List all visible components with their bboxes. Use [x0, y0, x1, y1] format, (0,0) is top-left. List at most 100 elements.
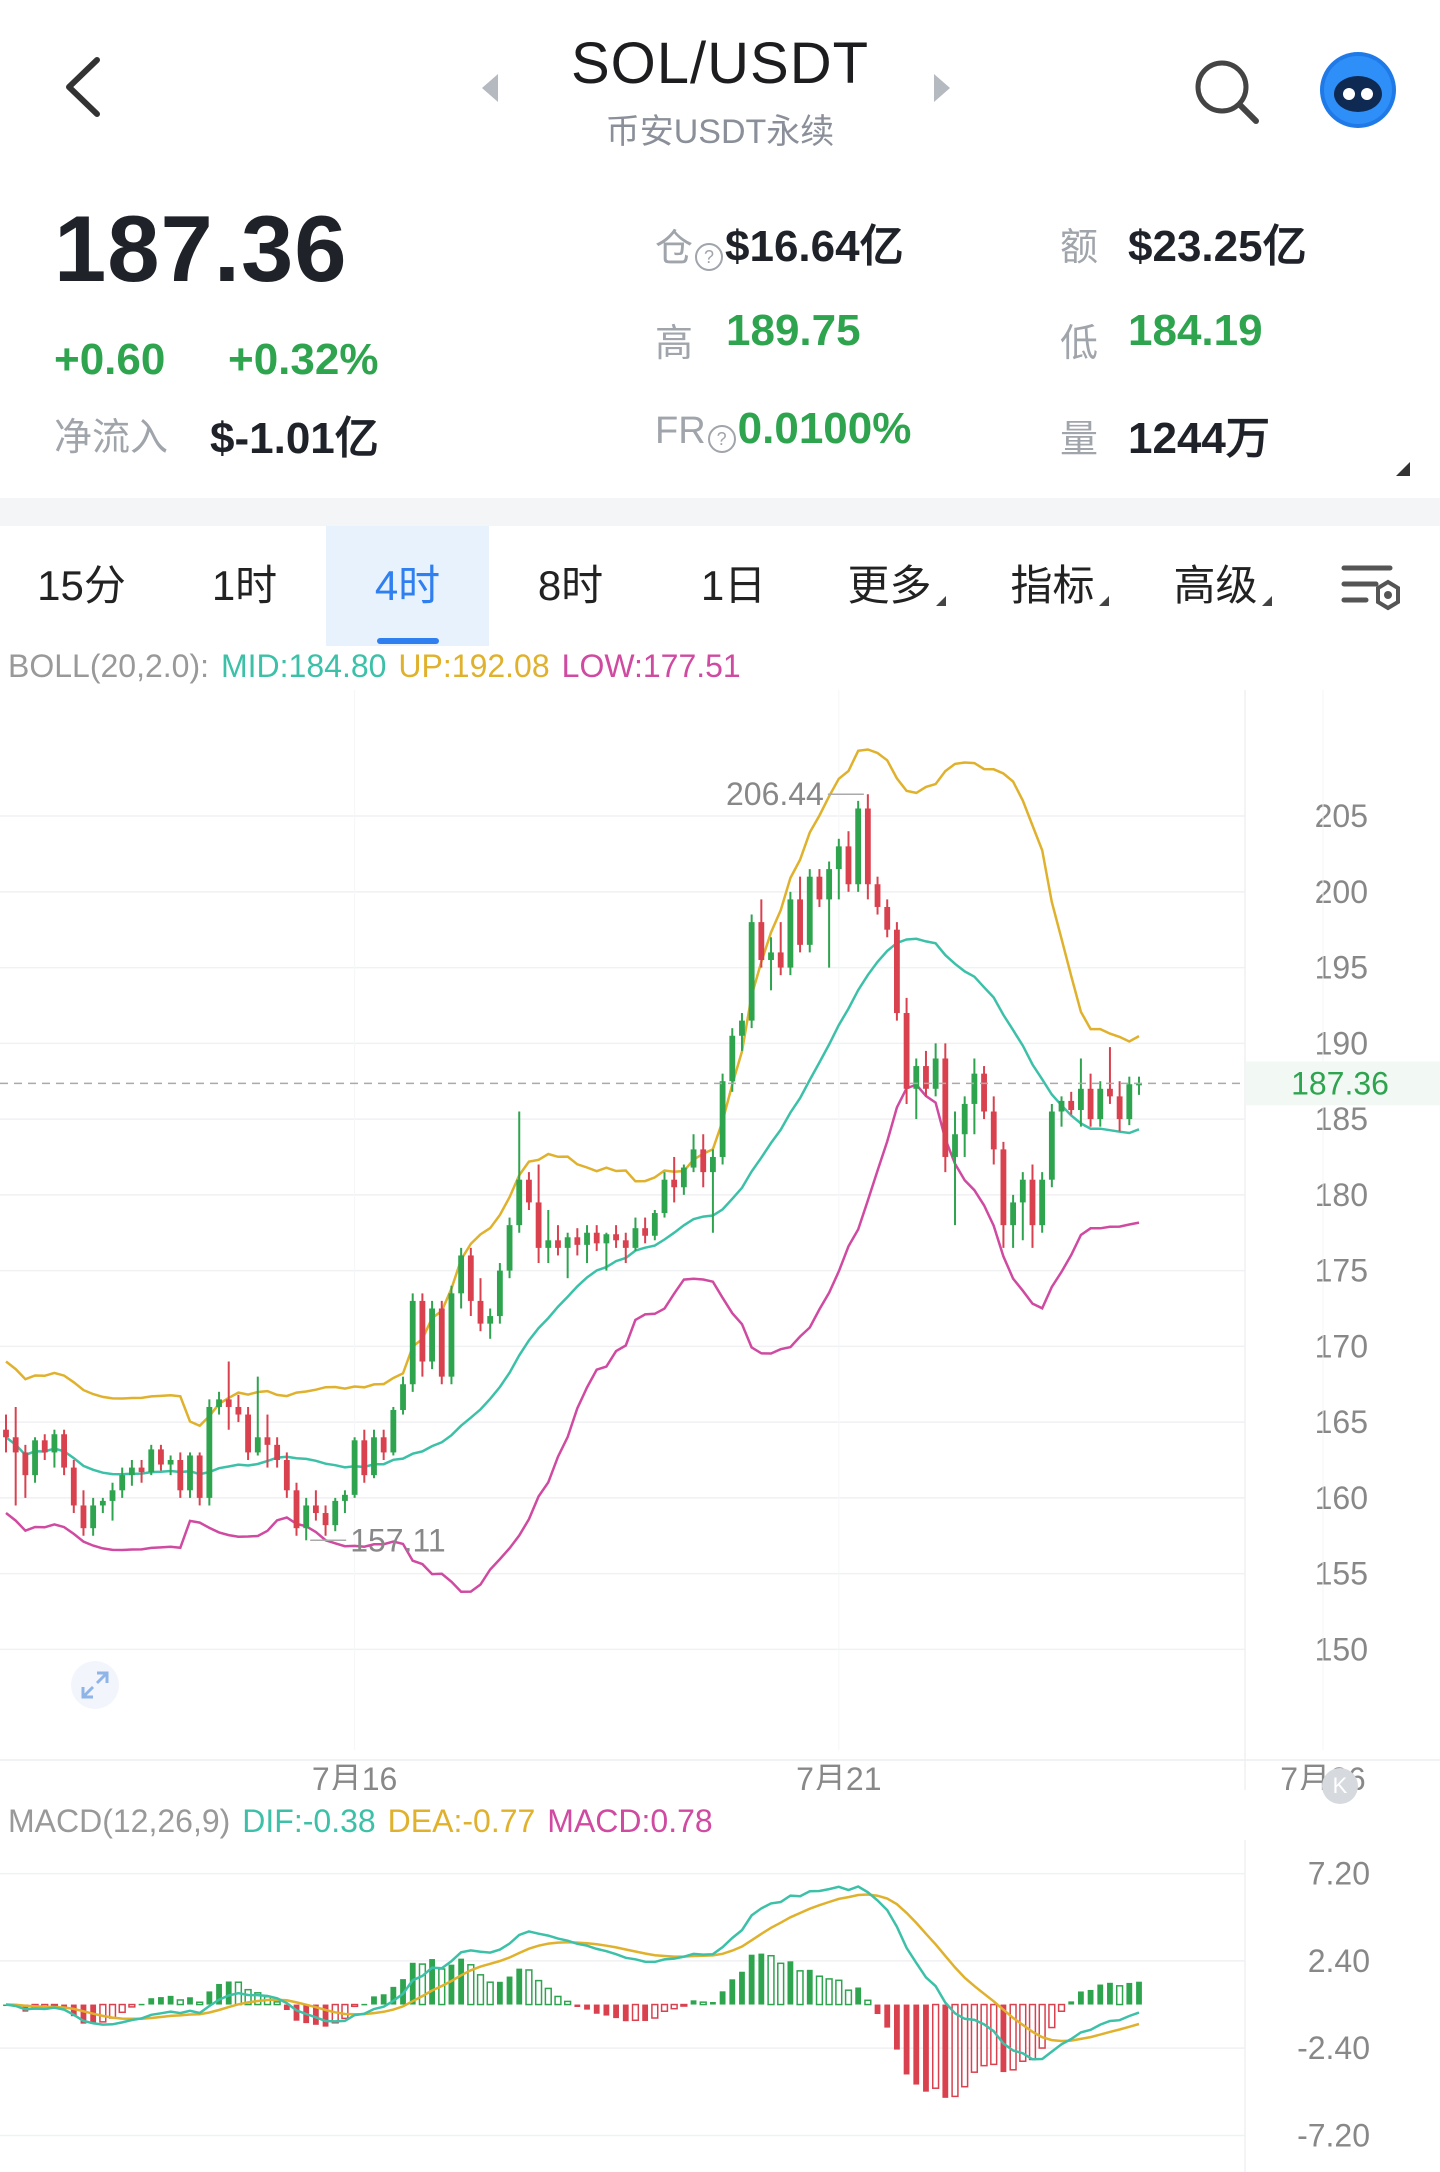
- candle: [584, 1225, 590, 1264]
- macd-histogram-bar: [825, 1978, 833, 2006]
- chevron-left-icon[interactable]: [55, 52, 115, 122]
- candle: [1068, 1091, 1075, 1115]
- candle: [109, 1482, 116, 1521]
- macd-histogram-bar: [593, 2004, 600, 2014]
- candle: [303, 1497, 310, 1541]
- candle-body: [167, 1460, 174, 1465]
- dropdown-icon: [1098, 596, 1109, 606]
- candle: [1039, 1172, 1046, 1233]
- candle-body: [535, 1202, 542, 1248]
- macd-histogram-bar: [1107, 1982, 1113, 2005]
- candle: [429, 1300, 435, 1370]
- macd-dif-line: [5, 1885, 1140, 2061]
- candle-body: [400, 1384, 406, 1410]
- macd-histogram-bar: [467, 1964, 475, 2006]
- candle: [458, 1247, 465, 1309]
- candle: [1029, 1164, 1036, 1248]
- macd-histogram-bar: [525, 1969, 533, 2006]
- triangle-left-icon[interactable]: [478, 70, 502, 106]
- candle: [651, 1210, 658, 1241]
- candle-body: [680, 1167, 687, 1188]
- expand-arrows-icon[interactable]: [70, 1660, 120, 1710]
- macd-histogram-bar: [380, 1994, 387, 2005]
- candle-body: [99, 1500, 106, 1506]
- y-tick-label: 165: [1315, 1404, 1368, 1440]
- candle-body: [564, 1237, 571, 1248]
- search-icon[interactable]: [1190, 55, 1262, 127]
- boll-low: LOW:177.51: [561, 648, 741, 684]
- candle-body: [138, 1467, 145, 1473]
- robot-avatar-icon[interactable]: [1318, 50, 1398, 130]
- triangle-right-icon[interactable]: [930, 70, 954, 106]
- candle: [845, 831, 852, 892]
- macd-histogram-bar: [787, 1961, 794, 2005]
- candle-body: [109, 1490, 116, 1501]
- candle: [661, 1172, 668, 1218]
- current-price-tag: [1246, 1061, 1440, 1106]
- kline-reset-button[interactable]: K: [1322, 1768, 1358, 1804]
- x-tick-label: 7月21: [796, 1761, 881, 1790]
- candle-body: [894, 929, 900, 1014]
- candle: [777, 922, 784, 976]
- candle: [990, 1096, 997, 1165]
- candle-body: [526, 1179, 532, 1203]
- candle: [923, 1050, 929, 1097]
- macd-histogram-bar: [312, 2004, 319, 2025]
- candle-body: [196, 1455, 203, 1498]
- macd-histogram-bar: [196, 2001, 204, 2006]
- macd-histogram-bar: [670, 2003, 678, 2010]
- candle: [642, 1217, 649, 1244]
- tab-indicators[interactable]: 指标: [978, 526, 1141, 646]
- candle-body: [1077, 1088, 1084, 1110]
- macd-histogram-bar: [350, 2003, 359, 2008]
- candle-body: [3, 1429, 9, 1438]
- candle: [806, 869, 813, 953]
- candle: [380, 1429, 387, 1460]
- candle-body: [496, 1270, 503, 1317]
- help-icon[interactable]: ?: [695, 242, 724, 271]
- candle: [574, 1228, 581, 1256]
- chart-settings-icon[interactable]: [1340, 560, 1402, 614]
- macd-histogram-bar: [690, 2000, 697, 2005]
- macd-histogram-bar: [923, 2004, 929, 2092]
- expand-stats-icon[interactable]: [1396, 462, 1410, 476]
- macd-chart[interactable]: 7.20 2.40 -2.40 -7.20: [0, 1840, 1440, 2172]
- candle: [894, 922, 900, 1021]
- macd-histogram-bar: [554, 1995, 562, 2006]
- y-tick-label: 190: [1315, 1025, 1368, 1061]
- macd-dif: DIF:-0.38: [242, 1803, 376, 1839]
- candle: [225, 1361, 232, 1430]
- candle: [496, 1263, 503, 1324]
- tab-1h[interactable]: 1时: [211, 562, 278, 609]
- candle: [506, 1217, 513, 1279]
- tab-1d[interactable]: 1日: [700, 562, 767, 609]
- macd-histogram-bar: [534, 1979, 543, 2006]
- candle-body: [1097, 1088, 1104, 1120]
- candle-body: [729, 1035, 736, 1082]
- candle: [952, 1111, 958, 1226]
- tab-advanced[interactable]: 高级: [1141, 526, 1304, 646]
- tab-more[interactable]: 更多: [815, 526, 978, 646]
- candle-body: [429, 1308, 435, 1362]
- pair-title[interactable]: SOL/USDT: [570, 31, 870, 96]
- low-value: 184.19: [1128, 306, 1263, 355]
- macd-value: MACD:0.78: [547, 1803, 713, 1839]
- candle: [768, 937, 774, 991]
- candle-body: [216, 1399, 222, 1407]
- boll-name: BOLL(20,2.0):: [8, 648, 209, 684]
- help-icon[interactable]: ?: [707, 424, 736, 453]
- macd-histogram-bar: [225, 1981, 232, 2005]
- tab-8h[interactable]: 8时: [537, 562, 604, 609]
- candle: [400, 1376, 406, 1415]
- candle: [235, 1394, 242, 1423]
- candle-body: [903, 1013, 910, 1089]
- candle-body: [845, 846, 852, 885]
- candle-body: [90, 1505, 97, 1529]
- candlestick-chart[interactable]: 205 200 195 190 185 180 175 170 165 160 155 150 7月16…: [0, 690, 1440, 1790]
- tab-4h[interactable]: 4时: [326, 526, 489, 646]
- tab-15m[interactable]: 15分: [37, 562, 126, 609]
- macd-histogram-bar: [864, 1999, 872, 2006]
- candle: [90, 1497, 97, 1536]
- candle-body: [148, 1449, 155, 1473]
- macd-histogram-bar: [390, 1986, 397, 2005]
